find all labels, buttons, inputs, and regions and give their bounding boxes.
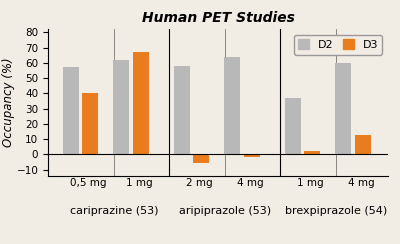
Legend: D2, D3: D2, D3 [294,35,382,54]
Bar [194,154,209,163]
Bar [244,154,260,157]
Bar [63,67,79,154]
Bar [285,98,301,154]
Text: cariprazine (53): cariprazine (53) [70,206,158,216]
Bar [174,66,190,154]
Bar [304,151,320,154]
Bar [113,60,129,154]
Y-axis label: Occupancy (%): Occupancy (%) [2,58,15,147]
Bar [355,134,371,154]
Bar [224,57,240,154]
Bar [133,52,149,154]
Bar [82,93,98,154]
Text: aripiprazole (53): aripiprazole (53) [179,206,271,216]
Title: Human PET Studies: Human PET Studies [142,11,294,25]
Bar [336,63,351,154]
Text: brexpiprazole (54): brexpiprazole (54) [285,206,387,216]
